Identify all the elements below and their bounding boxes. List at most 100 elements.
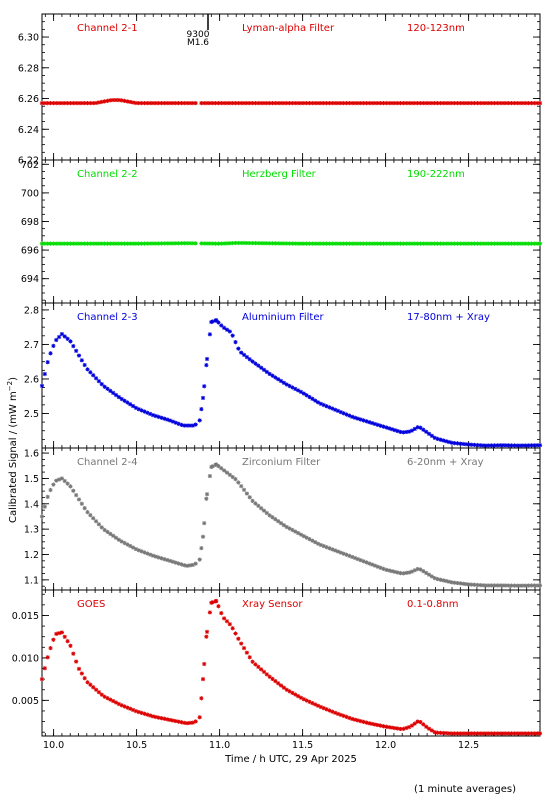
data-point xyxy=(455,580,460,586)
data-point xyxy=(364,720,369,725)
data-point xyxy=(179,101,184,106)
data-point xyxy=(85,241,90,246)
data-point xyxy=(446,241,452,246)
data-point xyxy=(478,101,483,106)
data-point xyxy=(247,357,252,362)
data-point xyxy=(187,423,193,428)
data-point xyxy=(76,241,82,246)
data-point xyxy=(389,569,395,574)
data-point xyxy=(91,685,96,690)
data-point xyxy=(315,101,321,106)
y-tick-label: 6.24 xyxy=(18,125,39,136)
data-point xyxy=(42,371,47,377)
data-point xyxy=(424,241,429,246)
data-point xyxy=(68,339,73,344)
data-point xyxy=(517,583,523,588)
data-point xyxy=(284,687,289,692)
data-point xyxy=(424,429,429,434)
data-point xyxy=(187,563,193,568)
data-point xyxy=(278,378,284,384)
y-tick-label: 6.22 xyxy=(18,156,39,167)
y-tick-label: 1.6 xyxy=(24,449,39,460)
data-point xyxy=(421,101,426,106)
data-point xyxy=(455,101,460,106)
data-point xyxy=(156,241,161,246)
data-point xyxy=(412,241,417,246)
data-point xyxy=(350,414,355,419)
data-point xyxy=(458,731,463,736)
data-point xyxy=(304,101,309,106)
data-point xyxy=(529,241,534,246)
data-point xyxy=(145,410,150,415)
data-point xyxy=(230,101,235,106)
data-point xyxy=(330,547,335,552)
data-point xyxy=(219,611,224,616)
data-point xyxy=(384,241,389,246)
data-point xyxy=(321,241,326,246)
data-point xyxy=(76,101,82,106)
data-point-peak xyxy=(204,634,209,639)
panel-band-label: 0.1-0.8nm xyxy=(407,599,459,610)
data-point xyxy=(367,241,372,246)
data-point xyxy=(273,241,278,246)
data-point xyxy=(93,376,99,381)
data-point xyxy=(276,241,281,246)
data-point xyxy=(74,348,79,353)
data-point xyxy=(74,492,79,498)
data-point xyxy=(99,525,104,530)
data-point xyxy=(330,406,335,411)
data-point xyxy=(176,101,181,106)
data-point xyxy=(111,241,116,246)
data-point xyxy=(341,241,346,246)
data-point xyxy=(207,610,212,615)
data-point xyxy=(216,604,221,609)
data-point xyxy=(250,241,255,246)
data-point xyxy=(378,423,383,428)
data-point xyxy=(406,241,412,246)
data-point xyxy=(54,241,59,246)
data-point xyxy=(45,241,50,246)
data-point xyxy=(387,101,392,106)
data-point xyxy=(56,477,62,482)
data-point xyxy=(199,546,204,551)
data-point xyxy=(244,101,249,106)
data-point xyxy=(537,583,543,588)
data-point xyxy=(438,241,443,246)
data-point xyxy=(145,551,150,556)
data-point xyxy=(307,101,312,106)
data-point xyxy=(233,240,238,246)
data-point xyxy=(355,416,360,421)
data-point xyxy=(278,521,284,526)
data-point xyxy=(495,241,500,246)
data-point xyxy=(463,582,469,587)
data-point xyxy=(395,241,400,246)
data-point xyxy=(406,724,412,730)
data-point xyxy=(378,723,383,728)
y-tick-label: 2.8 xyxy=(24,305,39,316)
data-point xyxy=(392,725,397,731)
data-point xyxy=(375,722,380,728)
data-point xyxy=(82,506,87,511)
data-point xyxy=(341,551,346,556)
data-point xyxy=(352,555,358,561)
data-point xyxy=(461,441,466,447)
data-point xyxy=(515,731,520,736)
data-point xyxy=(532,241,537,246)
data-point xyxy=(463,442,469,447)
panel-filter-label: Xray Sensor xyxy=(242,599,303,610)
data-point xyxy=(296,241,301,246)
data-point xyxy=(119,396,124,402)
data-point xyxy=(54,101,59,106)
data-point xyxy=(253,241,258,246)
data-point xyxy=(113,700,119,705)
data-point xyxy=(520,731,526,736)
data-point xyxy=(256,503,261,508)
data-point xyxy=(307,394,312,400)
data-point xyxy=(233,340,238,345)
data-point xyxy=(338,241,343,246)
data-point xyxy=(244,491,249,496)
data-point xyxy=(520,443,526,448)
data-point xyxy=(281,101,286,106)
data-point xyxy=(341,101,346,106)
data-point xyxy=(247,495,252,500)
